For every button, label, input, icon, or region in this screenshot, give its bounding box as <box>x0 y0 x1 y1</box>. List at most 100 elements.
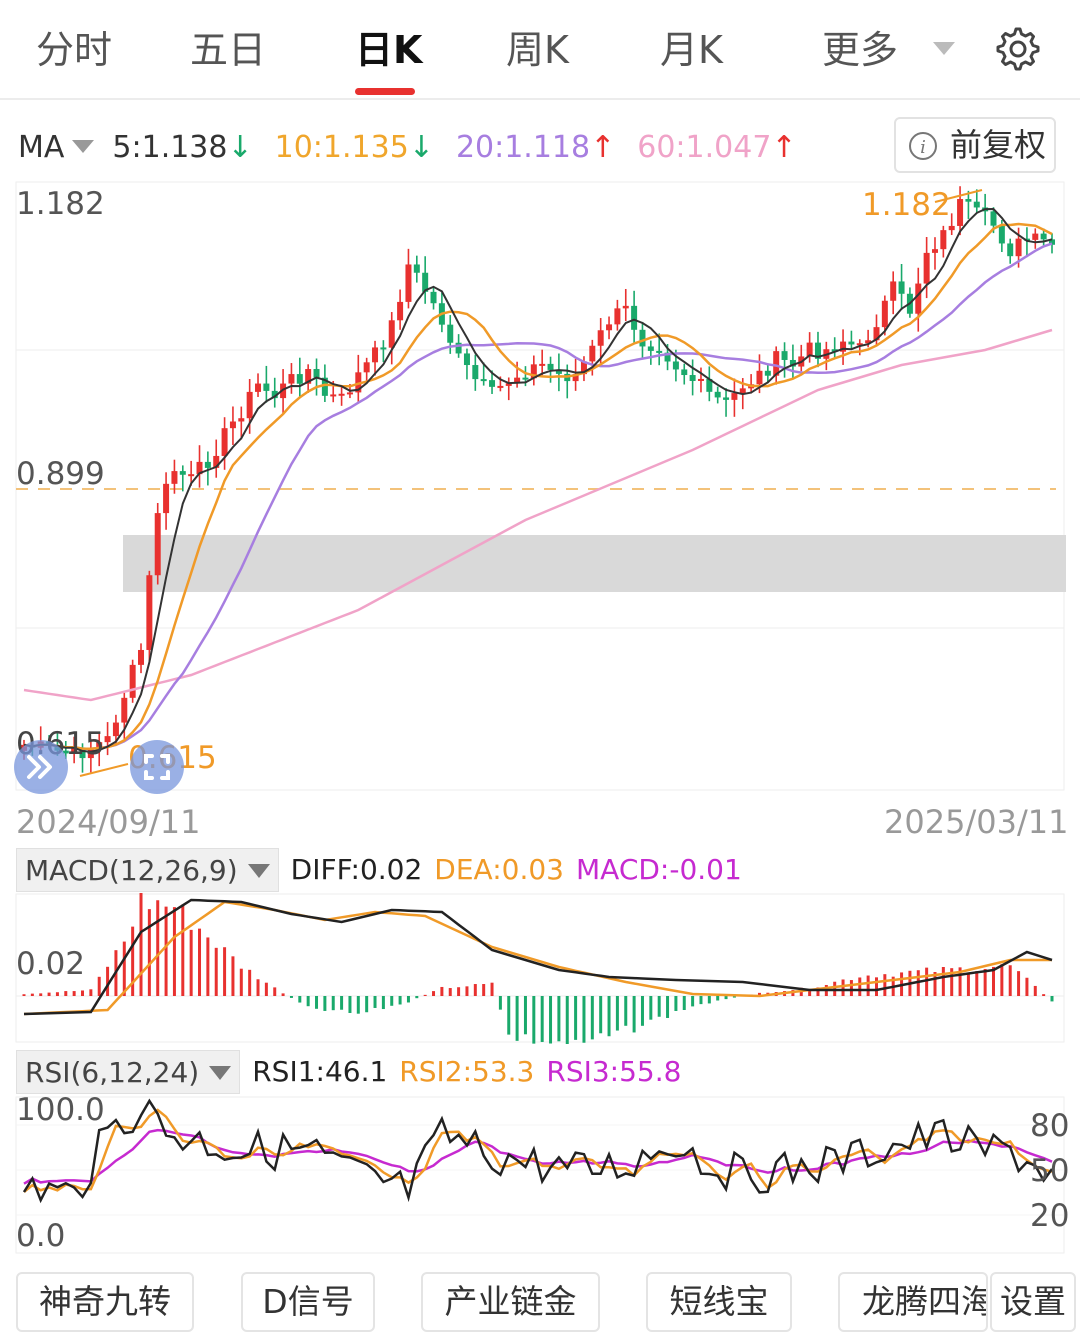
candle-body <box>505 383 512 386</box>
fullscreen-icon[interactable] <box>130 740 184 794</box>
tool-short-line[interactable]: 短线宝 <box>646 1272 792 1332</box>
candle-body <box>1049 239 1055 245</box>
candle-body <box>731 393 738 400</box>
rsi-selector[interactable]: RSI(6,12,24) <box>16 1050 241 1094</box>
rsi-lines <box>22 1098 1054 1204</box>
ma-dropdown-icon[interactable] <box>72 140 95 153</box>
candle-body <box>789 359 796 367</box>
candle-body <box>739 388 746 394</box>
gap-zone <box>123 535 1066 592</box>
candle-body <box>338 393 345 396</box>
candle-body <box>346 392 353 395</box>
rsi-axis-80: 80 <box>1030 1108 1070 1144</box>
candle-body <box>597 330 604 346</box>
candle-body <box>1007 243 1014 257</box>
candle-body <box>87 749 94 759</box>
macd-hist-value: MACD:-0.01 <box>576 853 742 886</box>
candle-body <box>112 722 119 737</box>
candle-body <box>898 281 905 294</box>
candle-body <box>697 378 704 381</box>
tab-daily-k[interactable]: 日K <box>355 28 423 72</box>
adjust-price-button[interactable]: i 前复权 <box>894 117 1056 173</box>
candle-body <box>447 324 454 343</box>
candle-body <box>555 369 562 374</box>
candle-body <box>631 305 638 330</box>
macd-selector-label: MACD(12,26,9) <box>25 854 238 887</box>
rsi-axis-top: 100.0 <box>16 1092 105 1128</box>
candle-body <box>163 483 170 514</box>
macd-dea-value: DEA:0.03 <box>434 853 564 886</box>
gear-icon[interactable] <box>995 26 1041 72</box>
candle-body <box>589 345 596 362</box>
macd-chart[interactable] <box>0 892 1080 1044</box>
candle-body <box>179 471 186 475</box>
ma-title[interactable]: MA <box>18 130 65 165</box>
kline-chart[interactable] <box>0 180 1080 800</box>
candle-body <box>463 353 470 366</box>
tab-more[interactable]: 更多 <box>822 28 899 72</box>
candle-body <box>238 418 245 422</box>
tool-industry-chain[interactable]: 产业链金 <box>421 1272 600 1332</box>
grid-frame <box>15 1096 1065 1254</box>
candle-body <box>664 352 671 362</box>
candle-body <box>764 370 771 376</box>
tab-weekly-k[interactable]: 周K <box>506 28 569 72</box>
macd-diff-value: DIFF:0.02 <box>290 853 423 886</box>
candle-body <box>672 361 679 370</box>
ma5-arrow-icon: ↓ <box>227 130 253 165</box>
candle-body <box>246 391 253 419</box>
candle-body <box>1040 233 1047 240</box>
candle-body <box>355 372 362 393</box>
candle-body <box>62 750 69 754</box>
extreme-markers <box>79 189 983 777</box>
candle-body <box>96 742 103 750</box>
candle-body <box>547 363 554 370</box>
candle-body <box>639 329 646 347</box>
candle-body <box>965 199 972 202</box>
tab-five-day[interactable]: 五日 <box>190 28 267 72</box>
grid-frame <box>15 181 1065 791</box>
candle-body <box>313 369 320 378</box>
tool-d-signal[interactable]: D信号 <box>241 1272 375 1332</box>
candle-body <box>622 305 629 309</box>
date-start: 2024/09/11 <box>16 803 201 841</box>
rsi-axis-20: 20 <box>1030 1198 1070 1234</box>
grid-frame <box>15 893 1065 1043</box>
candle-body <box>171 471 178 484</box>
candle-body <box>806 342 813 357</box>
candle-body <box>196 461 203 475</box>
candle-body <box>104 736 111 743</box>
candle-body <box>79 747 86 759</box>
candle-body <box>840 341 847 352</box>
expand-icon[interactable] <box>14 740 68 794</box>
ma10-line <box>23 222 1053 750</box>
tab-intraday[interactable]: 分时 <box>36 28 113 72</box>
dea-line <box>23 900 1052 1016</box>
candle-body <box>363 362 370 373</box>
macd-selector[interactable]: MACD(12,26,9) <box>16 848 279 892</box>
chevron-down-icon <box>247 864 270 878</box>
candle-body <box>405 264 412 302</box>
min-marker-leader <box>79 763 129 777</box>
candle-body <box>288 374 295 384</box>
candle-body <box>539 363 546 366</box>
tool-settings[interactable]: 设置 <box>990 1272 1076 1332</box>
rsi-chart[interactable] <box>0 1095 1080 1255</box>
candle-body <box>1015 238 1022 257</box>
macd-lines <box>23 898 1053 1016</box>
tool-dragon-soar[interactable]: 龙腾四海 <box>838 1272 988 1332</box>
candle-body <box>689 375 696 381</box>
ma20-line <box>23 242 1053 750</box>
candle-body <box>522 377 529 380</box>
candle-body <box>915 283 922 314</box>
tool-magic-nine-turn[interactable]: 神奇九转 <box>16 1272 194 1332</box>
candle-body <box>1032 233 1039 240</box>
candle-body <box>129 664 136 698</box>
candle-body <box>923 252 930 284</box>
candle-body <box>781 351 788 360</box>
candle-body <box>948 225 955 231</box>
candle-body <box>706 378 713 392</box>
candle-body <box>380 347 387 350</box>
chevron-down-icon[interactable] <box>933 42 955 55</box>
tab-monthly-k[interactable]: 月K <box>660 28 723 72</box>
